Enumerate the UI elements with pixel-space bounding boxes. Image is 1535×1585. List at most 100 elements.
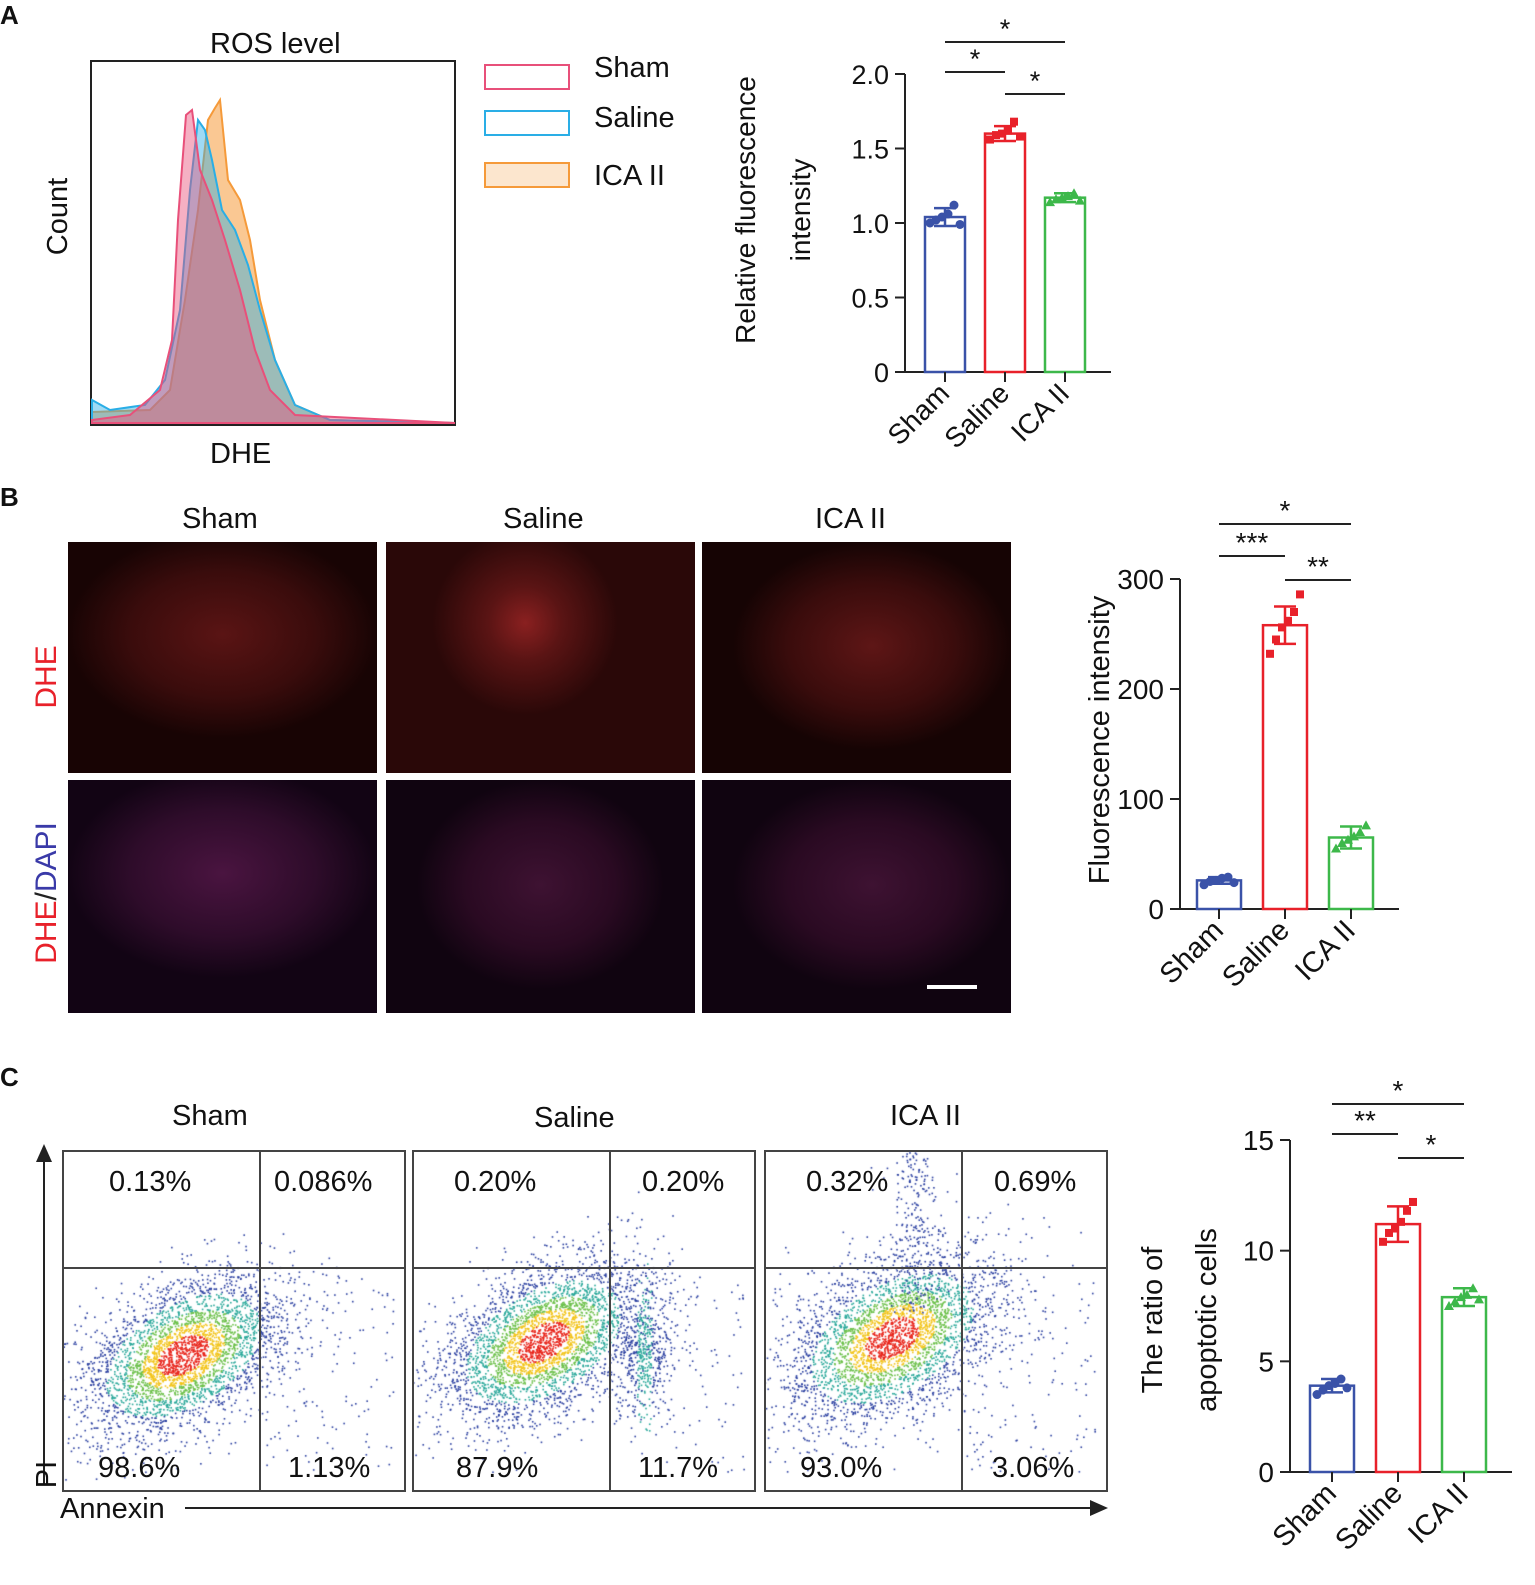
data-point bbox=[1468, 1283, 1478, 1293]
data-point bbox=[1337, 838, 1347, 847]
significance-label: * bbox=[1000, 14, 1011, 44]
flow-xaxis-label: Annexin bbox=[60, 1493, 165, 1525]
data-point bbox=[1343, 834, 1353, 844]
x-tick-label: Saline bbox=[938, 377, 1015, 454]
data-point bbox=[1403, 1206, 1411, 1215]
bar-sham bbox=[923, 215, 967, 374]
y-axis-label: Fluorescence intensity bbox=[1084, 595, 1116, 884]
legend-label-saline: Saline bbox=[594, 102, 675, 134]
bar-chart-c: 0 5 10 15 The ratio of apoptotic cells ShamSal… bbox=[1137, 1075, 1512, 1557]
quad-pct-lr: 11.7% bbox=[638, 1452, 719, 1484]
data-point bbox=[1278, 623, 1286, 632]
data-point bbox=[1266, 649, 1274, 658]
y-tick-label: 10 bbox=[1243, 1236, 1274, 1267]
panel-letter-c: C bbox=[0, 1062, 19, 1092]
data-point bbox=[992, 131, 1000, 140]
data-point bbox=[1391, 1224, 1399, 1233]
data-point bbox=[1444, 1301, 1454, 1310]
y-axis-label: Relative fluorescence bbox=[730, 76, 761, 344]
flow-axes bbox=[36, 1144, 1108, 1516]
quad-pct-ll: 87.9% bbox=[456, 1452, 539, 1484]
data-point bbox=[986, 135, 994, 144]
hist-curve-saline bbox=[91, 117, 456, 424]
bar-sham bbox=[1308, 1384, 1356, 1474]
quad-pct-ul: 0.13% bbox=[109, 1166, 192, 1198]
data-point bbox=[943, 209, 953, 219]
x-tick-label: ICA II bbox=[1005, 377, 1075, 447]
y-tick-label: 0 bbox=[874, 358, 889, 388]
micro-col-saline: Saline bbox=[503, 503, 584, 535]
data-point bbox=[1409, 1197, 1417, 1206]
legend-label-icaii: ICA II bbox=[594, 160, 665, 192]
quad-pct-ll: 93.0% bbox=[800, 1452, 883, 1484]
data-point bbox=[1397, 1217, 1405, 1226]
y-tick-label: 0 bbox=[1258, 1457, 1274, 1488]
quad-pct-ur: 0.69% bbox=[994, 1166, 1077, 1198]
yaxis-arrowhead-icon bbox=[36, 1144, 52, 1162]
quad-pct-lr: 1.13% bbox=[288, 1452, 371, 1484]
x-tick-label: Saline bbox=[1329, 1477, 1409, 1557]
y-axis-label: apoptotic cells bbox=[1191, 1228, 1223, 1412]
data-point bbox=[955, 219, 965, 229]
data-point bbox=[1290, 608, 1298, 616]
flow-title-saline: Saline bbox=[534, 1102, 615, 1134]
data-point bbox=[1336, 1374, 1346, 1384]
legend-label-sham: Sham bbox=[594, 52, 670, 84]
data-point bbox=[1075, 195, 1085, 205]
xaxis-arrowhead-icon bbox=[1090, 1500, 1108, 1516]
data-point bbox=[1355, 827, 1365, 836]
flow-scatter-sham bbox=[64, 1152, 404, 1490]
histogram-xlabel: DHE bbox=[210, 438, 272, 470]
data-point bbox=[1342, 1383, 1352, 1393]
data-point bbox=[1223, 872, 1233, 882]
significance-label: * bbox=[970, 44, 981, 74]
y-axis-label: The ratio of bbox=[1137, 1246, 1169, 1394]
data-point bbox=[1069, 188, 1079, 198]
bar-ica-ii bbox=[1440, 1295, 1488, 1474]
y-tick-label: 200 bbox=[1117, 674, 1164, 705]
quad-pct-lr: 3.06% bbox=[992, 1452, 1075, 1484]
flow-title-sham: Sham bbox=[172, 1100, 248, 1132]
micro-row-dhe: DHE bbox=[30, 645, 63, 709]
histogram-title: ROS level bbox=[210, 28, 341, 60]
flow-plot-sham: 0.13% 0.086% 98.6% 1.13% bbox=[62, 1150, 406, 1492]
legend-swatch-icaii bbox=[484, 162, 570, 188]
legend-swatch-sham bbox=[484, 64, 570, 90]
hist-curve-sham bbox=[91, 108, 456, 424]
y-tick-label: 0 bbox=[1148, 894, 1164, 925]
data-point bbox=[1296, 590, 1304, 599]
micro-col-sham: Sham bbox=[182, 503, 258, 535]
ros-histogram bbox=[90, 60, 456, 426]
bar-saline bbox=[983, 132, 1027, 374]
micro-image-icaii-merge bbox=[702, 780, 1011, 1013]
y-tick-label: 100 bbox=[1117, 784, 1164, 815]
y-tick-label: 5 bbox=[1258, 1346, 1274, 1377]
micro-row-dhe-dapi: DHE/DAPI bbox=[30, 822, 63, 964]
flow-plot-icaii: 0.32% 0.69% 93.0% 3.06% bbox=[764, 1150, 1108, 1492]
x-tick-label: Sham bbox=[882, 377, 956, 451]
data-point bbox=[1063, 191, 1073, 201]
data-point bbox=[1462, 1289, 1472, 1299]
quad-pct-ll: 98.6% bbox=[98, 1452, 181, 1484]
y-tick-label: 2.0 bbox=[851, 60, 889, 90]
quad-pct-ur: 0.086% bbox=[274, 1166, 373, 1198]
x-tick-label: Sham bbox=[1267, 1477, 1343, 1553]
bar-saline bbox=[1374, 1222, 1422, 1474]
quad-pct-ul: 0.20% bbox=[454, 1166, 537, 1198]
micro-col-icaii: ICA II bbox=[815, 503, 886, 535]
panel-letter-b: B bbox=[0, 482, 19, 512]
significance-label: *** bbox=[1236, 527, 1269, 558]
micro-image-icaii-dhe bbox=[702, 542, 1011, 773]
significance-label: * bbox=[1393, 1075, 1404, 1106]
data-point bbox=[998, 129, 1006, 138]
data-point bbox=[1004, 126, 1012, 135]
significance-label: ** bbox=[1354, 1105, 1376, 1136]
bar-chart-a: 0 0.5 1.0 1.5 2.0 Relative fluorescence intens… bbox=[730, 14, 1111, 454]
y-tick-label: 0.5 bbox=[851, 284, 889, 314]
y-tick-label: 300 bbox=[1117, 564, 1164, 595]
data-point bbox=[1331, 843, 1341, 853]
x-tick-label: ICA II bbox=[1402, 1477, 1475, 1550]
data-point bbox=[1016, 132, 1024, 141]
flow-yaxis-label: PI bbox=[31, 1460, 64, 1489]
data-point bbox=[1010, 117, 1018, 126]
